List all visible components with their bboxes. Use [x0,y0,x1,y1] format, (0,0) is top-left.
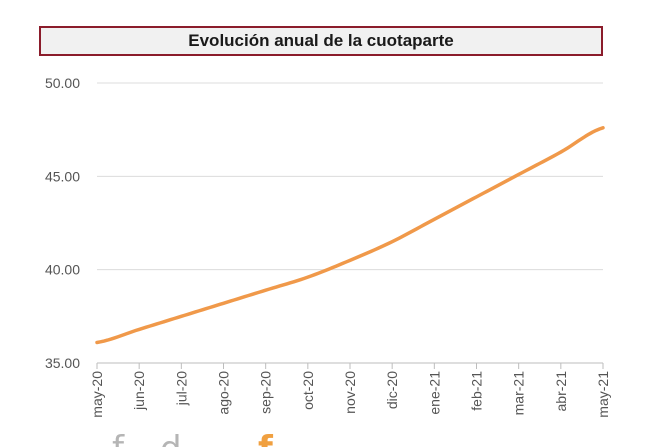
y-axis-ticks: 35.00 40.00 45.00 50.00 [45,75,80,371]
x-tick-label: dic-20 [384,371,400,409]
watermark-logo-text: f [112,429,125,447]
y-tick-label: 50.00 [45,75,80,91]
series-line [95,126,605,345]
x-axis-ticks: may-20 jun-20 jul-20 ago-20 sep-20 oct-20 nov-… [89,363,611,418]
x-tick-label: jul-20 [173,371,189,406]
x-tick-label: nov-20 [342,371,358,414]
series-layer [95,126,605,345]
x-tick-label: may-20 [89,371,105,418]
x-tick-label: abr-21 [553,371,569,412]
watermark-logo-text-2: d [160,429,182,447]
x-tick-label: mar-21 [511,371,527,416]
x-tick-label: ago-20 [216,371,232,415]
x-tick-label: may-21 [595,371,611,418]
chart-title-box: Evolución anual de la cuotaparte [39,26,603,56]
grid-lines [97,82,603,364]
x-tick-label: feb-21 [469,371,485,411]
x-tick-label: jun-20 [131,371,147,411]
x-tick-label: sep-20 [258,371,274,414]
x-tick-label: oct-20 [300,371,316,410]
chart-title: Evolución anual de la cuotaparte [188,31,454,50]
y-tick-label: 45.00 [45,168,80,184]
watermark-logo: f d f [112,429,274,447]
y-tick-label: 40.00 [45,262,80,278]
x-tick-label: ene-21 [426,371,442,415]
y-tick-label: 35.00 [45,355,80,371]
watermark-logo-accent: f [258,429,274,447]
